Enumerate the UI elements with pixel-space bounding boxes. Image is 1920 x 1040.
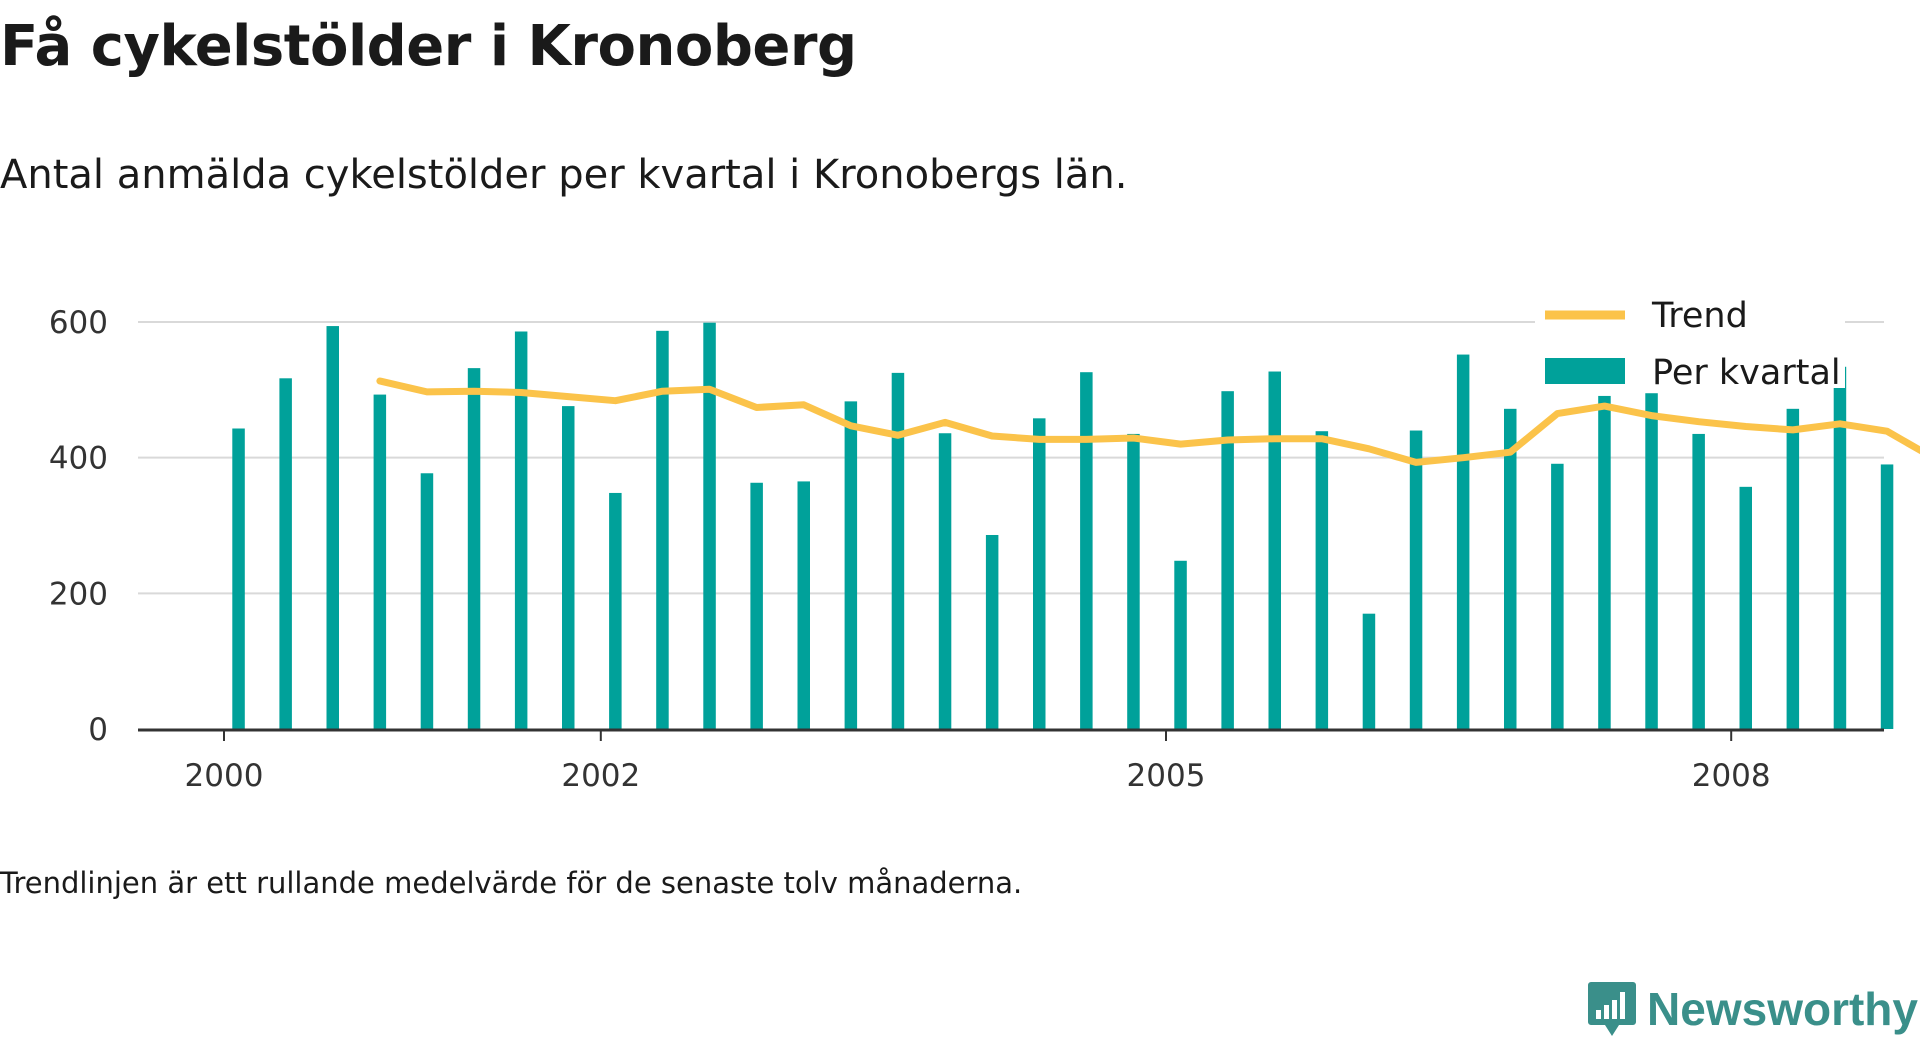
bar — [844, 401, 858, 729]
axes: 0200400600200020022005200820112014201720… — [49, 305, 1884, 794]
legend-trend-label: Trend — [1651, 296, 1748, 336]
bar — [420, 473, 434, 729]
bar — [750, 482, 763, 729]
bar — [467, 368, 481, 729]
x-tick-label: 2008 — [1692, 758, 1771, 794]
chart-title: Få cykelstölder i Kronoberg — [0, 14, 857, 79]
bar — [1315, 431, 1329, 729]
y-tick-label: 400 — [49, 441, 108, 477]
bar — [514, 331, 528, 729]
bar — [1362, 613, 1376, 729]
bar — [1880, 464, 1894, 729]
bar — [797, 481, 810, 729]
bar — [562, 406, 575, 729]
legend-bars-swatch — [1545, 358, 1625, 384]
bar — [1692, 433, 1705, 729]
bar — [703, 322, 716, 729]
chart: 0200400600200020022005200820112014201720… — [49, 274, 1920, 794]
trend-series — [376, 377, 1920, 466]
bar — [279, 378, 292, 729]
bar — [1174, 560, 1187, 729]
brand-logo: Newsworthy — [1587, 980, 1918, 1038]
bar-series — [232, 322, 1894, 729]
bar — [373, 394, 387, 729]
bar — [1504, 408, 1517, 729]
bar — [1833, 366, 1847, 729]
bar — [1127, 433, 1140, 729]
chart-subtitle: Antal anmälda cykelstölder per kvartal i… — [0, 152, 1128, 198]
bar — [891, 372, 905, 729]
bar — [609, 492, 622, 729]
bar — [1739, 486, 1752, 729]
legend-bars-label: Per kvartal — [1652, 353, 1841, 393]
y-tick-label: 600 — [49, 305, 108, 341]
footnote: Trendlinjen är ett rullande medelvärde f… — [0, 866, 1023, 900]
x-tick-label: 2002 — [561, 758, 640, 794]
bar — [1551, 463, 1564, 729]
x-tick-label: 2005 — [1127, 758, 1206, 794]
bar — [1786, 408, 1800, 729]
bar — [326, 326, 339, 729]
trend-line — [376, 377, 1920, 466]
brand-name: Newsworthy — [1647, 983, 1918, 1035]
bar — [1221, 391, 1234, 729]
y-tick-label: 200 — [49, 576, 108, 612]
bar — [1456, 354, 1470, 729]
bar — [1409, 430, 1423, 729]
bar — [985, 534, 999, 729]
bar — [232, 428, 245, 729]
newsworthy-logo-icon — [1588, 982, 1637, 1036]
bar — [1080, 372, 1093, 729]
x-tick-label: 2000 — [185, 758, 264, 794]
bar — [1598, 395, 1611, 729]
bar — [656, 330, 669, 729]
bar — [1268, 371, 1281, 729]
bar — [938, 433, 952, 729]
bar — [1645, 393, 1658, 729]
legend: Trend Per kvartal — [1535, 274, 1845, 393]
bar — [1033, 418, 1046, 729]
y-tick-label: 0 — [88, 712, 108, 748]
